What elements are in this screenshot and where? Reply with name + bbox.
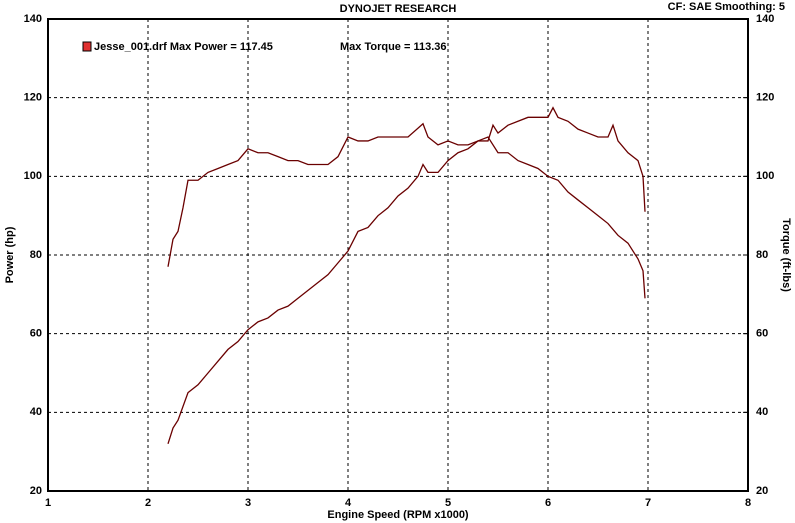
- y2-tick-label: 120: [756, 92, 774, 104]
- x-tick-label: 2: [145, 497, 151, 509]
- chart-subtitle: CF: SAE Smoothing: 5: [668, 1, 785, 13]
- x-tick-label: 8: [745, 497, 751, 509]
- y-tick-label: 40: [30, 406, 42, 418]
- y2-tick-label: 80: [756, 249, 768, 261]
- x-tick-label: 6: [545, 497, 551, 509]
- legend-torque: Max Torque = 113.36: [340, 41, 447, 53]
- x-tick-label: 1: [45, 497, 51, 509]
- x-tick-label: 7: [645, 497, 651, 509]
- y-tick-label: 140: [24, 13, 42, 25]
- plot-frame: [47, 18, 749, 492]
- y2-tick-label: 100: [756, 170, 774, 182]
- y-axis-label: Power (hp): [4, 226, 16, 283]
- y-tick-label: 20: [30, 485, 42, 497]
- y-tick-label: 120: [24, 92, 42, 104]
- y2-axis-label: Torque (ft-lbs): [780, 218, 792, 292]
- y2-tick-label: 140: [756, 13, 774, 25]
- y2-tick-label: 20: [756, 485, 768, 497]
- y2-tick-label: 60: [756, 328, 768, 340]
- y-tick-label: 100: [24, 170, 42, 182]
- x-tick-label: 4: [345, 497, 352, 509]
- legend-file: Jesse_001.drf Max Power = 117.45: [94, 41, 273, 53]
- y2-tick-label: 40: [756, 406, 768, 418]
- series-line: [167, 106, 646, 444]
- x-tick-label: 5: [445, 497, 451, 509]
- x-tick-label: 3: [245, 497, 251, 509]
- legend-swatch: [82, 41, 92, 52]
- x-axis-label: Engine Speed (RPM x1000): [327, 509, 469, 521]
- series-line: [167, 122, 646, 299]
- y-tick-label: 60: [30, 328, 42, 340]
- y-tick-label: 80: [30, 249, 42, 261]
- chart-title: DYNOJET RESEARCH: [340, 3, 457, 15]
